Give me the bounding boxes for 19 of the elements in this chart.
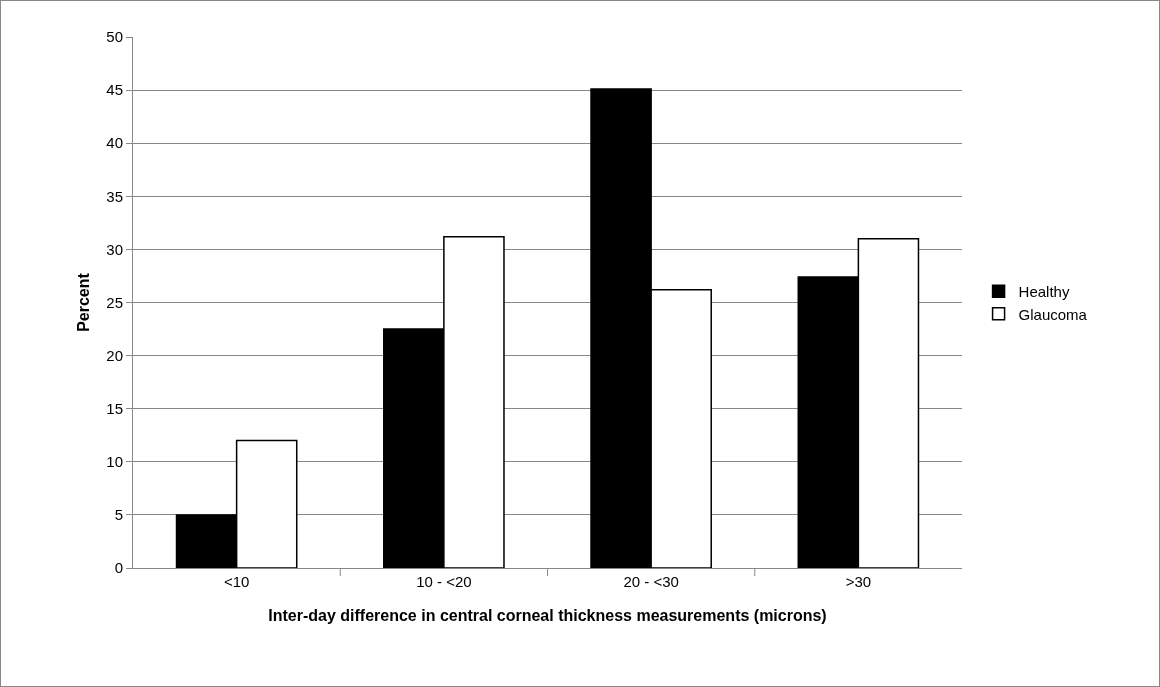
y-tick-label: 25 xyxy=(106,293,123,311)
y-tick-label: 50 xyxy=(106,28,123,46)
legend-label: Glaucoma xyxy=(1018,305,1088,323)
x-tick-label: <10 xyxy=(223,573,250,590)
y-tick-label: 10 xyxy=(106,453,123,471)
x-axis-title: Inter-day difference in central corneal thickness measurements (microns) xyxy=(268,606,827,624)
legend-label: Healthy xyxy=(1018,283,1070,301)
y-tick-label: 45 xyxy=(106,81,123,99)
x-tick-label: 20 - <30 xyxy=(623,573,679,590)
y-tick-label: 0 xyxy=(114,559,123,577)
y-tick-label: 30 xyxy=(106,240,123,258)
y-tick-label: 15 xyxy=(106,399,123,417)
y-tick-label: 20 xyxy=(106,346,123,364)
y-tick-label: 35 xyxy=(106,187,123,205)
x-tick-label: 10 - <20 xyxy=(416,573,472,590)
y-tick-label: 5 xyxy=(114,506,123,524)
x-tick-label: >30 xyxy=(845,573,872,590)
y-axis-title: Percent xyxy=(75,272,93,332)
y-tick-label: 40 xyxy=(106,134,123,152)
